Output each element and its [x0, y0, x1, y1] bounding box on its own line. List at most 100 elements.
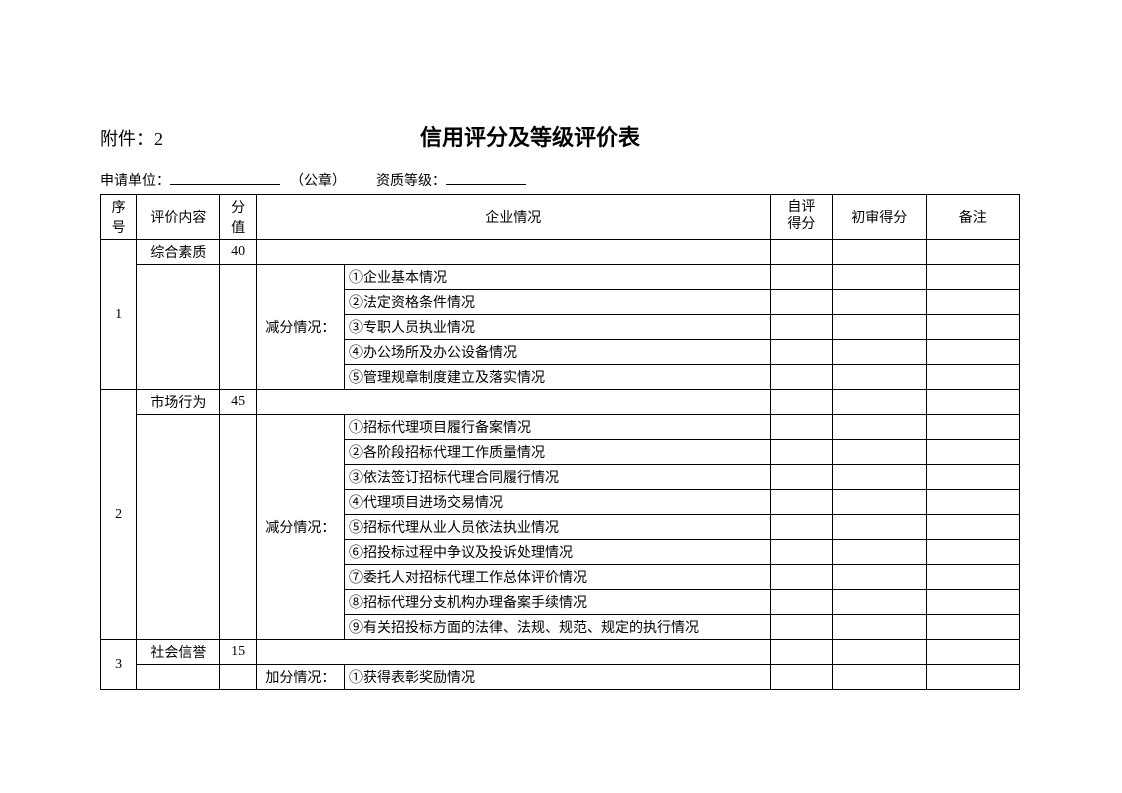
empty-cell [256, 390, 770, 415]
seq-cell: 3 [101, 640, 137, 690]
empty-cell [137, 665, 220, 690]
item-cell: ①企业基本情况 [345, 265, 771, 290]
remark-cell [926, 265, 1020, 290]
prelim-cell [833, 265, 926, 290]
prelim-cell [833, 640, 926, 665]
prelim-cell [833, 540, 926, 565]
empty-cell [220, 665, 256, 690]
empty-cell [220, 415, 256, 640]
prelim-cell [833, 240, 926, 265]
header-remark: 备注 [926, 195, 1020, 240]
content-cell: 市场行为 [137, 390, 220, 415]
item-cell: ⑤招标代理从业人员依法执业情况 [345, 515, 771, 540]
seq-cell: 2 [101, 390, 137, 640]
self-cell [770, 465, 832, 490]
self-cell [770, 415, 832, 440]
self-cell [770, 565, 832, 590]
remark-cell [926, 590, 1020, 615]
remark-cell [926, 290, 1020, 315]
header-self-score: 自评得分 [770, 195, 832, 240]
self-cell [770, 490, 832, 515]
item-cell: ⑧招标代理分支机构办理备案手续情况 [345, 590, 771, 615]
score-cell: 40 [220, 240, 256, 265]
self-cell [770, 240, 832, 265]
self-cell [770, 540, 832, 565]
seq-cell: 1 [101, 240, 137, 390]
prelim-cell [833, 415, 926, 440]
remark-cell [926, 515, 1020, 540]
self-cell [770, 615, 832, 640]
remark-cell [926, 415, 1020, 440]
header-status: 企业情况 [256, 195, 770, 240]
empty-cell [137, 265, 220, 390]
item-cell: ②各阶段招标代理工作质量情况 [345, 440, 771, 465]
item-cell: ③专职人员执业情况 [345, 315, 771, 340]
addition-label: 加分情况： [256, 665, 344, 690]
item-cell: ②法定资格条件情况 [345, 290, 771, 315]
prelim-cell [833, 290, 926, 315]
remark-cell [926, 390, 1020, 415]
prelim-cell [833, 515, 926, 540]
empty-cell [137, 415, 220, 640]
table-row: 加分情况： ①获得表彰奖励情况 [101, 665, 1020, 690]
deduction-label: 减分情况： [256, 265, 344, 390]
score-cell: 45 [220, 390, 256, 415]
remark-cell [926, 340, 1020, 365]
empty-cell [256, 640, 770, 665]
item-cell: ①获得表彰奖励情况 [345, 665, 771, 690]
header-score: 分值 [220, 195, 256, 240]
prelim-cell [833, 440, 926, 465]
remark-cell [926, 440, 1020, 465]
remark-cell [926, 565, 1020, 590]
table-row: 3 社会信誉 15 [101, 640, 1020, 665]
prelim-cell [833, 590, 926, 615]
empty-cell [256, 240, 770, 265]
header-content: 评价内容 [137, 195, 220, 240]
header-seq: 序号 [101, 195, 137, 240]
self-cell [770, 340, 832, 365]
seal-label: （公章） [290, 170, 346, 190]
content-cell: 综合素质 [137, 240, 220, 265]
item-cell: ⑤管理规章制度建立及落实情况 [345, 365, 771, 390]
remark-cell [926, 640, 1020, 665]
remark-cell [926, 240, 1020, 265]
self-cell [770, 665, 832, 690]
self-cell [770, 440, 832, 465]
qual-label: 资质等级： [376, 170, 446, 190]
prelim-cell [833, 490, 926, 515]
attachment-label: 附件：2 [100, 125, 420, 151]
qual-blank [446, 171, 526, 185]
applicant-blank [170, 171, 280, 185]
remark-cell [926, 365, 1020, 390]
table-row: 减分情况： ①企业基本情况 [101, 265, 1020, 290]
content-cell: 社会信誉 [137, 640, 220, 665]
table-row: 1 综合素质 40 [101, 240, 1020, 265]
item-cell: ⑨有关招投标方面的法律、法规、规范、规定的执行情况 [345, 615, 771, 640]
self-cell [770, 315, 832, 340]
remark-cell [926, 315, 1020, 340]
item-cell: ④办公场所及办公设备情况 [345, 340, 771, 365]
self-cell [770, 640, 832, 665]
self-cell [770, 515, 832, 540]
item-cell: ⑦委托人对招标代理工作总体评价情况 [345, 565, 771, 590]
prelim-cell [833, 340, 926, 365]
prelim-cell [833, 390, 926, 415]
prelim-cell [833, 665, 926, 690]
evaluation-table: 序号 评价内容 分值 企业情况 自评得分 初审得分 备注 1 综合素质 40 减… [100, 194, 1020, 690]
table-row: 2 市场行为 45 [101, 390, 1020, 415]
remark-cell [926, 615, 1020, 640]
remark-cell [926, 465, 1020, 490]
header-prelim: 初审得分 [833, 195, 926, 240]
table-row: 减分情况： ①招标代理项目履行备案情况 [101, 415, 1020, 440]
score-cell: 15 [220, 640, 256, 665]
remark-cell [926, 490, 1020, 515]
self-cell [770, 290, 832, 315]
table-header-row: 序号 评价内容 分值 企业情况 自评得分 初审得分 备注 [101, 195, 1020, 240]
remark-cell [926, 540, 1020, 565]
self-cell [770, 265, 832, 290]
applicant-label: 申请单位： [100, 170, 170, 190]
prelim-cell [833, 565, 926, 590]
item-cell: ④代理项目进场交易情况 [345, 490, 771, 515]
item-cell: ⑥招投标过程中争议及投诉处理情况 [345, 540, 771, 565]
remark-cell [926, 665, 1020, 690]
